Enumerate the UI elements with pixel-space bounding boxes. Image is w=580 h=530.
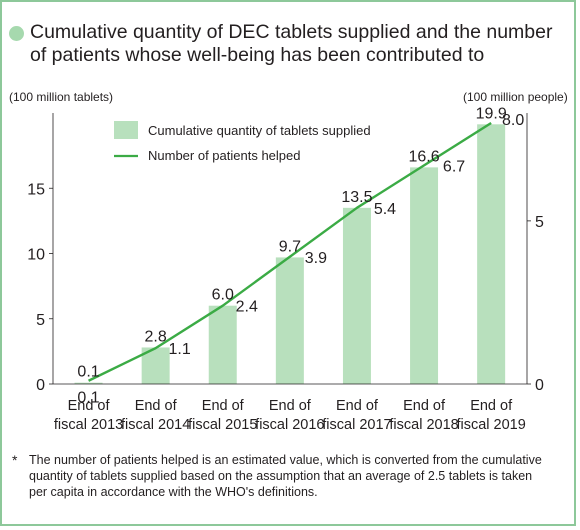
bar-value-label: 9.7 xyxy=(279,238,301,255)
left-tick-label: 5 xyxy=(36,312,45,329)
left-tick-label: 10 xyxy=(27,247,45,264)
bar-value-label: 16.6 xyxy=(408,148,439,165)
footnote-text: The number of patients helped is an esti… xyxy=(29,453,542,499)
legend-bar-swatch xyxy=(114,121,138,139)
right-tick-label: 0 xyxy=(535,377,544,394)
title-bullet-icon xyxy=(9,26,24,41)
category-label: fiscal 2016 xyxy=(255,417,324,433)
category-label: fiscal 2014 xyxy=(121,417,190,433)
line-value-label: 6.7 xyxy=(443,158,465,175)
category-label: End of xyxy=(135,398,178,414)
category-label: fiscal 2015 xyxy=(188,417,257,433)
bar xyxy=(74,382,103,384)
right-tick-label: 5 xyxy=(535,214,544,231)
line-value-label: 0.1 xyxy=(77,390,99,407)
left-tick-label: 0 xyxy=(36,377,45,394)
legend-line-label: Number of patients helped xyxy=(148,148,300,163)
line-value-label: 2.4 xyxy=(236,299,258,316)
category-label: End of xyxy=(470,398,513,414)
legend: Cumulative quantity of tablets supplied … xyxy=(114,121,371,163)
bar xyxy=(275,257,304,384)
category-label: End of xyxy=(336,398,379,414)
bar-value-label: 0.1 xyxy=(77,364,99,381)
left-axis-unit: (100 million tablets) xyxy=(9,90,114,104)
bar xyxy=(342,207,371,384)
bar xyxy=(208,305,237,384)
left-tick-label: 15 xyxy=(27,181,45,198)
chart-plot: Cumulative quantity of tablets supplied … xyxy=(27,105,544,433)
chart-title: Cumulative quantity of DEC tablets suppl… xyxy=(30,21,553,66)
patients-line xyxy=(88,121,492,382)
line-value-label: 8.0 xyxy=(502,112,524,129)
bar-value-label: 19.9 xyxy=(476,105,507,122)
bar xyxy=(477,124,506,385)
legend-bar-label: Cumulative quantity of tablets supplied xyxy=(148,123,371,138)
category-label: End of xyxy=(403,398,446,414)
chart-marks: 0 5 10 15 0 5 0.1 2.8 6.0 9.7 13.5 16.6 19.9 0.1 1.1 2.… xyxy=(27,105,544,433)
category-label: fiscal 2018 xyxy=(389,417,458,433)
category-label: End of xyxy=(202,398,245,414)
line-value-label: 3.9 xyxy=(305,250,327,267)
bar-value-label: 13.5 xyxy=(341,189,372,206)
category-label: End of xyxy=(68,398,111,414)
category-label: fiscal 2017 xyxy=(322,417,391,433)
footnote-asterisk: * xyxy=(12,452,18,468)
right-axis-unit: (100 million people) xyxy=(463,90,568,104)
bar-value-label: 6.0 xyxy=(212,287,234,304)
bar xyxy=(410,167,439,384)
category-label: End of xyxy=(269,398,312,414)
bar-value-label: 2.8 xyxy=(145,328,167,345)
category-label: fiscal 2019 xyxy=(456,417,525,433)
category-label: fiscal 2013 xyxy=(54,417,123,433)
line-value-label: 5.4 xyxy=(374,201,396,218)
line-value-label: 1.1 xyxy=(169,341,191,358)
